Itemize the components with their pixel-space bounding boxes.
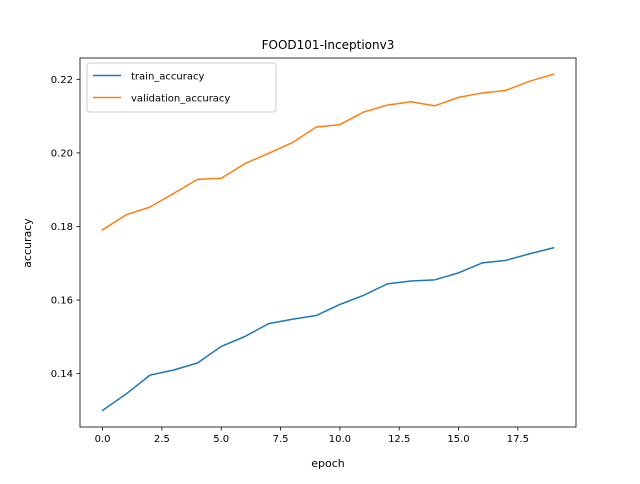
y-tick-label: 0.14: [51, 369, 73, 380]
y-tick-label: 0.22: [51, 75, 73, 86]
plot-area-frame: [80, 58, 576, 427]
x-tick-label: 0.0: [95, 434, 111, 445]
axes-layer: [80, 58, 576, 427]
y-tick-label: 0.18: [51, 222, 73, 233]
legend-label-validation-accuracy: validation_accuracy: [131, 94, 230, 105]
y-axis-label: accuracy: [21, 218, 34, 268]
x-tick-label: 10.0: [329, 434, 351, 445]
x-tick-label: 5.0: [213, 434, 229, 445]
legend-label-train-accuracy: train_accuracy: [131, 72, 204, 83]
y-tick-label: 0.20: [51, 148, 73, 159]
x-tick-label: 2.5: [154, 434, 170, 445]
legend: train_accuracy validation_accuracy: [87, 63, 276, 112]
series-line-train-accuracy: [103, 248, 554, 411]
y-axis-ticks: 0.14 0.16 0.18 0.20 0.22: [51, 75, 80, 380]
x-axis-ticks: 0.0 2.5 5.0 7.5 10.0 12.5 15.0 17.5: [95, 427, 529, 445]
x-tick-label: 17.5: [507, 434, 529, 445]
x-axis-label: epoch: [311, 457, 345, 470]
x-tick-label: 15.0: [447, 434, 469, 445]
chart-title: FOOD101-Inceptionv3: [262, 38, 395, 52]
y-tick-label: 0.16: [51, 296, 73, 307]
series-layer: [103, 74, 554, 410]
x-tick-label: 12.5: [388, 434, 410, 445]
legend-frame: [87, 63, 276, 112]
x-tick-label: 7.5: [273, 434, 289, 445]
